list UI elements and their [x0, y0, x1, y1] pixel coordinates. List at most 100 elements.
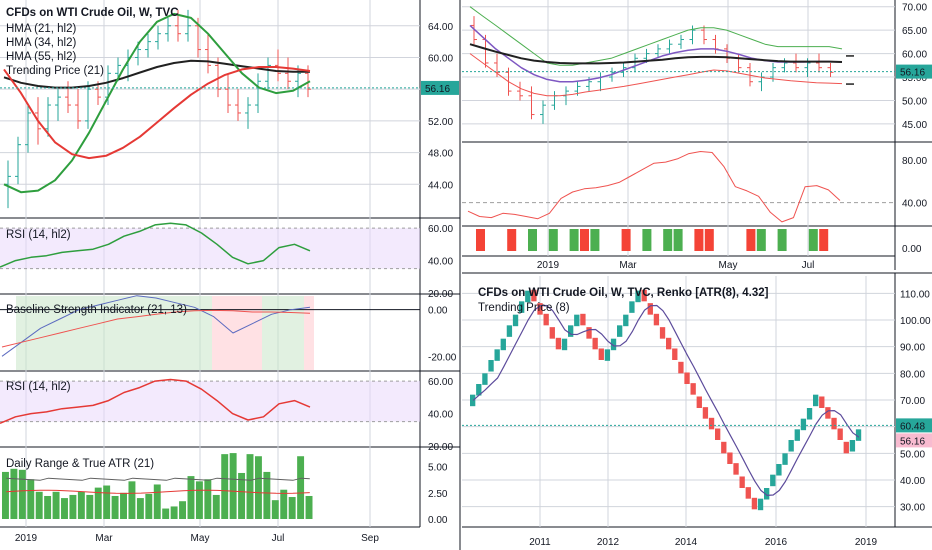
left-atr-bar: [120, 492, 127, 519]
left-baseline-slow: [1, 309, 311, 348]
rb-renko-brick: [617, 325, 623, 337]
rb-renko-brick: [837, 428, 843, 440]
rt-x-tick-1: Mar: [619, 260, 637, 271]
rb-renko-brick: [525, 290, 531, 303]
left-atr-bar: [2, 471, 9, 519]
left-atr-bar: [27, 479, 35, 519]
left-atr-true-line: [6, 477, 310, 481]
rb-x-tick-2: 2014: [675, 537, 698, 548]
left-rsi1-y-tick-0: 60.00: [428, 224, 453, 235]
left-rsi1-y-tick-2: 20.00: [428, 289, 453, 300]
left-atr-y-tick-1: 2.50: [428, 489, 448, 500]
rt-osc-line: [467, 151, 841, 223]
left-atr-bar: [18, 469, 26, 519]
rb-y-tick-4: 70.00: [900, 396, 925, 407]
left-last-price-label: 56.16: [425, 84, 450, 95]
rb-y-tick-0: 110.00: [900, 289, 930, 300]
rt-signal-block: [777, 229, 787, 251]
left-atr-bar: [254, 456, 262, 519]
rb-renko-brick: [580, 313, 586, 326]
rt-last-price-label: 56.16: [900, 68, 925, 79]
rt-y-tick-5: 45.00: [902, 120, 927, 131]
left-atr-bar: [204, 479, 212, 519]
left-atr-bar: [288, 497, 296, 519]
rb-renko-brick: [629, 301, 635, 313]
left-atr-bar: [179, 501, 187, 519]
rb-renko-brick: [512, 314, 519, 327]
left-rsi2-title: RSI (14, hl2): [6, 381, 71, 393]
left-atr-bar: [162, 508, 170, 519]
rt-last-price-label-bg: [896, 64, 932, 79]
rb-trending-line: [472, 304, 860, 496]
rb-x-tick-0: 2011: [529, 537, 551, 548]
rb-renko-brick: [782, 453, 788, 465]
left-hma55-line: [3, 66, 311, 160]
rb-renko-brick: [543, 313, 549, 326]
left-atr-bar: [297, 456, 305, 519]
rb-x-tick-3: 2016: [765, 537, 788, 548]
rb-price-label-a-bg: [896, 418, 932, 433]
right-bottom-chart: 110.00100.0090.0080.0070.0060.0050.0040.…: [462, 273, 932, 548]
left-rsi1-band: [0, 228, 420, 269]
rb-renko-brick: [721, 441, 727, 454]
rt-signal-block: [642, 229, 652, 251]
rb-renko-brick: [549, 327, 555, 339]
left-baseline-y-tick-0: 0.00: [428, 306, 448, 317]
left-main-y-tick-5: 44.00: [428, 180, 453, 191]
rb-renko-brick: [488, 360, 494, 372]
rt-signal-block: [819, 229, 829, 251]
rb-renko-brick: [819, 396, 825, 408]
rb-y-tick-6: 50.00: [900, 449, 925, 460]
rb-price-label-a: 60.48: [900, 421, 925, 432]
rb-renko-brick: [745, 487, 751, 499]
rt-upper-band: [469, 6, 843, 66]
rb-price-label-b: 56.16: [900, 436, 925, 447]
left-rsi1-title: RSI (14, hl2): [6, 229, 71, 241]
rb-renko-brick: [666, 337, 672, 350]
rb-renko-brick: [470, 394, 476, 407]
left-atr-bar: [263, 471, 271, 519]
left-atr-bar: [170, 506, 178, 519]
rt-signal-block: [580, 229, 589, 251]
rb-renko-brick: [800, 418, 807, 431]
rb-renko-brick: [482, 373, 488, 385]
rb-renko-brick: [653, 313, 660, 326]
rb-renko-brick: [598, 348, 604, 360]
rt-signal-block: [590, 229, 600, 251]
left-baseline-fast: [1, 295, 311, 357]
left-legend-hma21: HMA (21, hl2): [6, 23, 76, 35]
left-atr-bar: [69, 494, 77, 519]
rt-signal-block: [476, 229, 485, 251]
rb-renko-brick: [702, 407, 709, 419]
rb-renko-brick: [500, 338, 506, 351]
rt-y-tick-1: 65.00: [902, 26, 927, 37]
left-rsi1-line: [0, 222, 311, 268]
rt-x-tick-2: May: [719, 260, 738, 271]
left-rsi1-y-tick-1: 40.00: [428, 257, 453, 268]
rb-renko-brick: [831, 417, 837, 430]
left-legend-hma55: HMA (55, hl2): [6, 51, 76, 63]
rb-renko-brick: [635, 290, 641, 303]
rb-renko-brick: [623, 314, 629, 327]
rt-signal-block: [746, 229, 756, 251]
rb-renko-brick: [825, 407, 831, 419]
rb-renko-brick: [659, 327, 666, 339]
rb-renko-brick: [531, 289, 537, 302]
rb-x-tick-1: 2012: [597, 537, 620, 548]
rb-renko-brick: [757, 498, 764, 511]
rt-y-tick-0: 70.00: [902, 3, 927, 14]
rb-renko-brick: [684, 372, 690, 384]
left-hma34-line: [3, 12, 311, 194]
rt-signal-block: [663, 229, 673, 251]
rb-renko-brick: [855, 429, 862, 441]
rb-renko-brick: [641, 289, 647, 302]
rb-renko-brick: [751, 497, 758, 510]
left-atr-bar: [221, 454, 229, 519]
rb-x-tick-4: 2019: [855, 537, 878, 548]
rb-price-label-b-bg: [896, 433, 932, 448]
left-atr-title: Daily Range & True ATR (21): [6, 458, 154, 470]
rb-renko-brick: [843, 441, 849, 454]
left-baseline-y-tick-1: -20.00: [428, 352, 457, 363]
rb-renko-brick: [776, 464, 782, 476]
